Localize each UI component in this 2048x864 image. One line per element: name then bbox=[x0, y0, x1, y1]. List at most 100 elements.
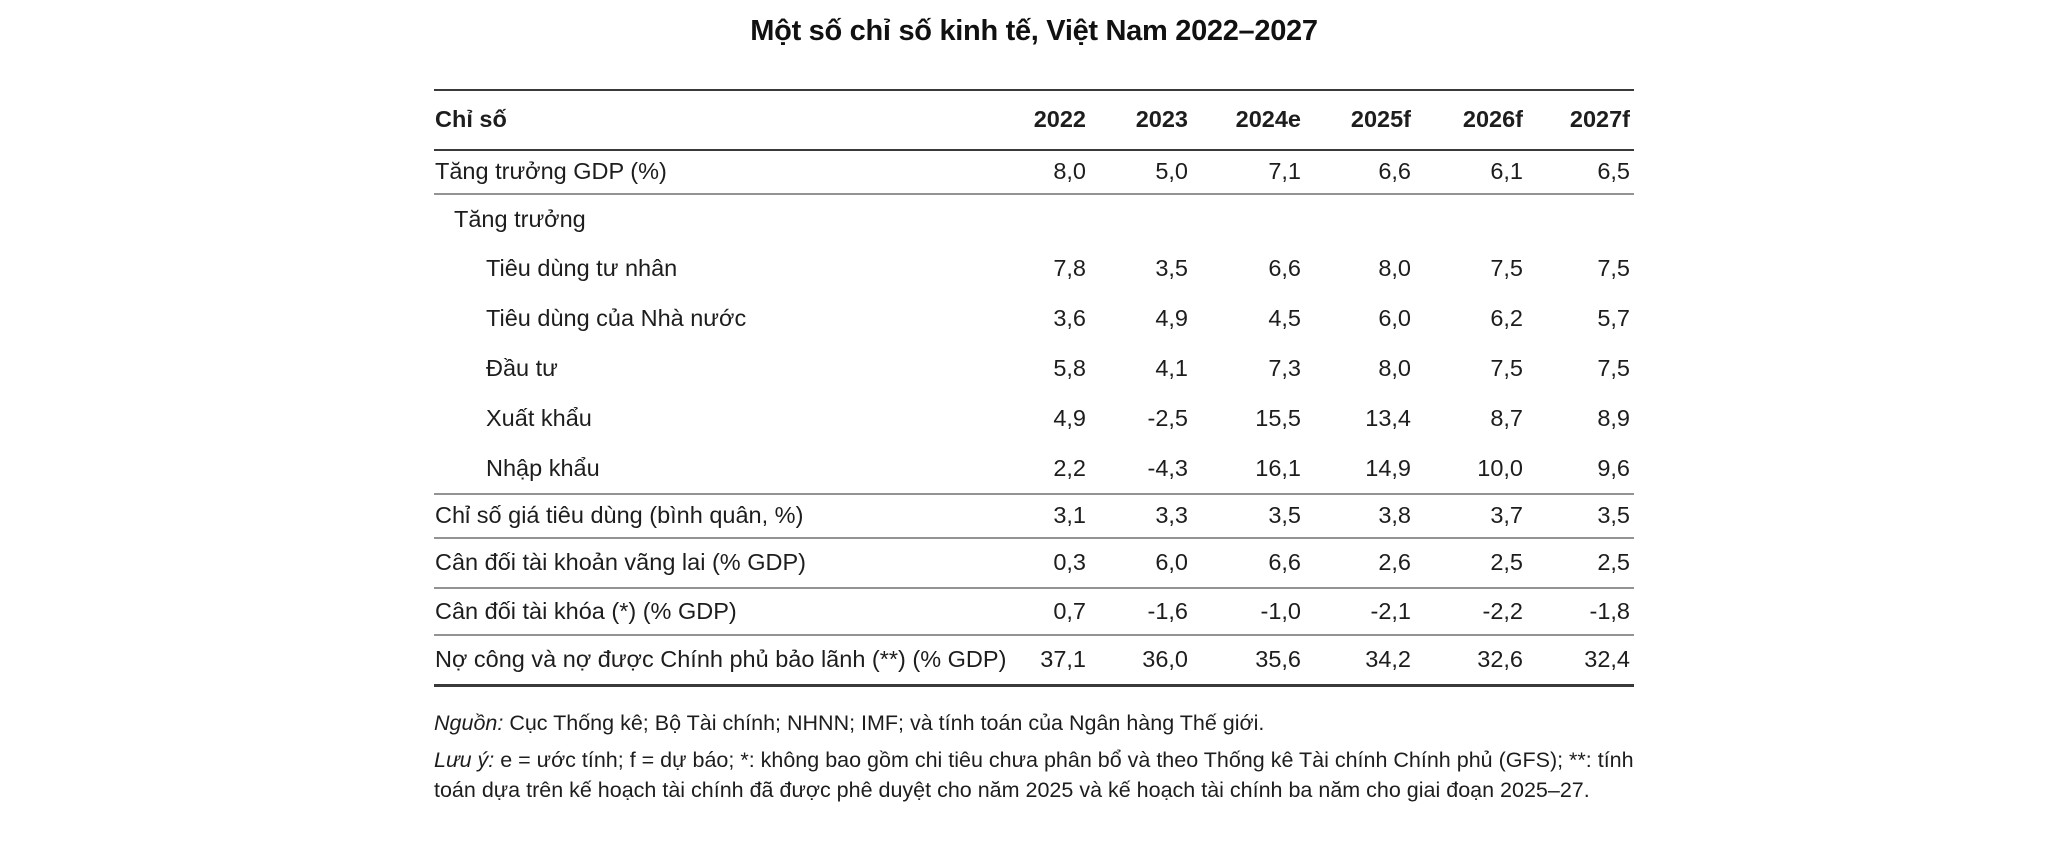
column-header-2027f: 2027f bbox=[1527, 89, 1634, 151]
cell-value: 3,7 bbox=[1415, 494, 1527, 539]
table-row-exports: Xuất khẩu 4,9 -2,5 15,5 13,4 8,7 8,9 bbox=[434, 394, 1634, 444]
cell-value: 3,1 bbox=[982, 494, 1090, 539]
column-header-2026f: 2026f bbox=[1415, 89, 1527, 151]
cell-value: 8,0 bbox=[1378, 255, 1411, 282]
remark-label: Lưu ý: bbox=[434, 747, 495, 772]
column-header-2024e: 2024e bbox=[1192, 89, 1305, 151]
cell-value: 3,3 bbox=[1090, 494, 1192, 539]
cell-value: 14,9 bbox=[1305, 444, 1415, 495]
cell-value: 3,5 bbox=[1527, 494, 1634, 539]
cell-value bbox=[1305, 194, 1415, 244]
cell-value bbox=[1415, 194, 1527, 244]
cell-value: 7,5 bbox=[1597, 355, 1630, 382]
table-row-current-account: Cân đối tài khoản vãng lai (% GDP) 0,3 6… bbox=[434, 538, 1634, 589]
cell-value bbox=[1192, 194, 1305, 244]
cell-value bbox=[1090, 194, 1192, 244]
table-row-cpi: Chỉ số giá tiêu dùng (bình quân, %) 3,1 … bbox=[434, 494, 1634, 539]
source-note: Nguồn: Cục Thống kê; Bộ Tài chính; NHNN;… bbox=[434, 708, 1634, 738]
source-label: Nguồn: bbox=[434, 710, 504, 735]
row-label: Xuất khẩu bbox=[486, 405, 592, 432]
cell-value: -2,5 bbox=[1147, 405, 1189, 432]
cell-value bbox=[1527, 194, 1634, 244]
remark-text: e = ước tính; f = dự báo; *: không bao g… bbox=[434, 747, 1634, 802]
header-row: Chỉ số 2022 2023 2024e 2025f 2026f 2027f bbox=[434, 89, 1634, 151]
row-label: Tiêu dùng của Nhà nước bbox=[486, 305, 747, 332]
cell-value: -1,6 bbox=[1090, 588, 1192, 636]
cell-value: 35,6 bbox=[1192, 635, 1305, 687]
cell-value: 6,2 bbox=[1490, 305, 1523, 332]
cell-value: 7,3 bbox=[1268, 355, 1301, 382]
table-group-row-growth: Tăng trưởng bbox=[434, 194, 1634, 244]
row-label: Cân đối tài khóa (*) (% GDP) bbox=[434, 588, 982, 636]
row-label: Nhập khẩu bbox=[434, 444, 982, 495]
cell-value: -1,8 bbox=[1527, 588, 1634, 636]
cell-value: 8,9 bbox=[1597, 405, 1630, 432]
row-label: Tiêu dùng tư nhân bbox=[486, 255, 678, 282]
cell-value: 10,0 bbox=[1415, 444, 1527, 495]
table-row-public-debt: Nợ công và nợ được Chính phủ bảo lãnh (*… bbox=[434, 635, 1634, 687]
row-label: Cân đối tài khoản vãng lai (% GDP) bbox=[434, 538, 982, 589]
cell-value: 36,0 bbox=[1090, 635, 1192, 687]
row-label: Tăng trưởng GDP (%) bbox=[434, 150, 982, 195]
cell-value: 4,1 bbox=[1155, 355, 1188, 382]
cell-value: 0,7 bbox=[982, 588, 1090, 636]
cell-value: 8,0 bbox=[1378, 355, 1411, 382]
table-row-imports: Nhập khẩu 2,2 -4,3 16,1 14,9 10,0 9,6 bbox=[434, 444, 1634, 495]
cell-value: 15,5 bbox=[1255, 405, 1301, 432]
cell-value: 6,0 bbox=[1378, 305, 1411, 332]
cell-value: 9,6 bbox=[1527, 444, 1634, 495]
cell-value: -2,1 bbox=[1305, 588, 1415, 636]
cell-value: -4,3 bbox=[1090, 444, 1192, 495]
economic-indicators-table: Chỉ số 2022 2023 2024e 2025f 2026f 2027f… bbox=[434, 89, 1634, 687]
cell-value: 6,5 bbox=[1527, 150, 1634, 195]
cell-value: 32,6 bbox=[1415, 635, 1527, 687]
table-row-gdp-growth: Tăng trưởng GDP (%) 8,0 5,0 7,1 6,6 6,1 … bbox=[434, 150, 1634, 195]
footnotes: Nguồn: Cục Thống kê; Bộ Tài chính; NHNN;… bbox=[434, 708, 1634, 805]
table-row-government-consumption: Tiêu dùng của Nhà nước 3,6 4,9 4,5 6,0 6… bbox=[434, 294, 1634, 344]
cell-value: 2,5 bbox=[1527, 538, 1634, 589]
cell-value: 6,6 bbox=[1305, 150, 1415, 195]
cell-value: 7,1 bbox=[1192, 150, 1305, 195]
table-row-investment: Đầu tư 5,8 4,1 7,3 8,0 7,5 7,5 bbox=[434, 344, 1634, 394]
source-text: Cục Thống kê; Bộ Tài chính; NHNN; IMF; v… bbox=[503, 710, 1265, 735]
table-row-fiscal-balance: Cân đối tài khóa (*) (% GDP) 0,7 -1,6 -1… bbox=[434, 588, 1634, 636]
cell-value: 8,7 bbox=[1490, 405, 1523, 432]
cell-value: 3,5 bbox=[1155, 255, 1188, 282]
cell-value: 8,0 bbox=[982, 150, 1090, 195]
cell-value: 5,8 bbox=[1053, 355, 1086, 382]
cell-value: 6,6 bbox=[1192, 538, 1305, 589]
cell-value: 7,8 bbox=[1053, 255, 1086, 282]
cell-value: 7,5 bbox=[1597, 255, 1630, 282]
column-header-2022: 2022 bbox=[982, 89, 1090, 151]
cell-value: 5,0 bbox=[1090, 150, 1192, 195]
cell-value: 6,6 bbox=[1268, 255, 1301, 282]
cell-value: 6,0 bbox=[1090, 538, 1192, 589]
row-label: Đầu tư bbox=[486, 355, 558, 382]
cell-value bbox=[982, 194, 1090, 244]
table-title: Một số chỉ số kinh tế, Việt Nam 2022–202… bbox=[750, 15, 1318, 47]
cell-value: 16,1 bbox=[1192, 444, 1305, 495]
cell-value: 4,9 bbox=[1053, 405, 1086, 432]
row-label: Tăng trưởng bbox=[454, 205, 586, 232]
table-block: Một số chỉ số kinh tế, Việt Nam 2022–202… bbox=[434, 0, 1634, 805]
cell-value: 2,6 bbox=[1305, 538, 1415, 589]
row-label: Chỉ số giá tiêu dùng (bình quân, %) bbox=[434, 494, 982, 539]
column-header-2023: 2023 bbox=[1090, 89, 1192, 151]
cell-value: 34,2 bbox=[1305, 635, 1415, 687]
column-header-2025f: 2025f bbox=[1305, 89, 1415, 151]
cell-value: 3,6 bbox=[1053, 305, 1086, 332]
cell-value: 3,5 bbox=[1192, 494, 1305, 539]
cell-value: 2,5 bbox=[1415, 538, 1527, 589]
cell-value: 0,3 bbox=[982, 538, 1090, 589]
cell-value: 3,8 bbox=[1305, 494, 1415, 539]
table-row-private-consumption: Tiêu dùng tư nhân 7,8 3,5 6,6 8,0 7,5 7,… bbox=[434, 244, 1634, 294]
cell-value: 2,2 bbox=[982, 444, 1090, 495]
cell-value: 7,5 bbox=[1490, 255, 1523, 282]
row-label: Nợ công và nợ được Chính phủ bảo lãnh (*… bbox=[434, 635, 1006, 687]
cell-value: 32,4 bbox=[1527, 635, 1634, 687]
cell-value: -2,2 bbox=[1415, 588, 1527, 636]
cell-value: -1,0 bbox=[1192, 588, 1305, 636]
cell-value: 6,1 bbox=[1415, 150, 1527, 195]
column-header-indicator: Chỉ số bbox=[434, 89, 982, 151]
